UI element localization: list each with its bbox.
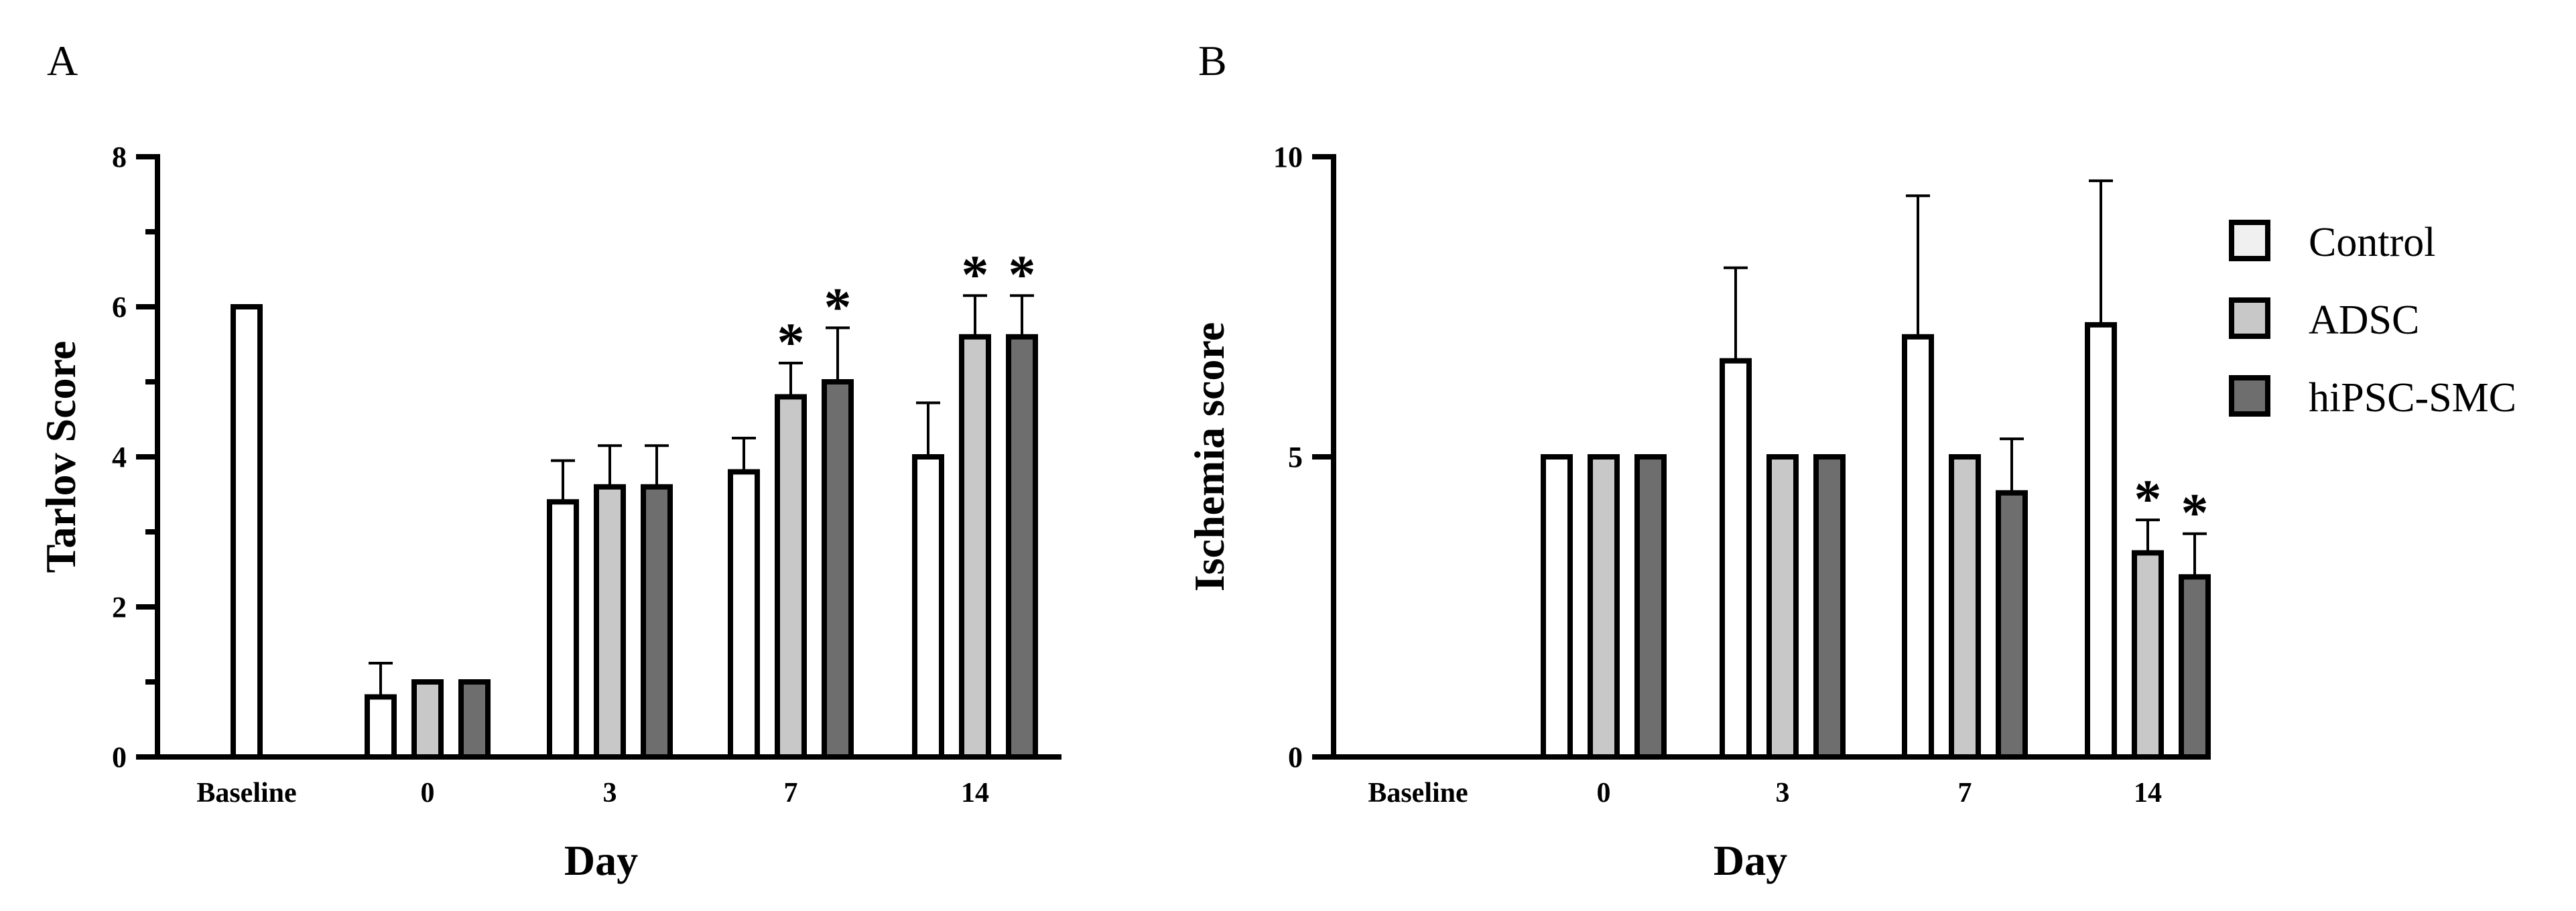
panel-a-significance-marker: * (777, 311, 805, 372)
panel-b-x-tick-label: 14 (2134, 778, 2162, 809)
panel-b-bar-control-0 (1541, 454, 1573, 760)
panel-a-bar-hipsc-smc-0 (458, 679, 491, 760)
panel-b-bar-hipsc-smc-3 (1813, 454, 1846, 760)
panel-a-bar-control-0 (365, 694, 397, 760)
panel-a-bar-control-14 (912, 454, 944, 760)
panel-a: A Tarlov Score Day 0 2 4 6 8 Baseline 0 3 7 14 * * *… (37, 37, 1061, 884)
panel-a-x-tick-label: 7 (784, 778, 798, 809)
panel-a-bar-adsc-7 (775, 394, 807, 760)
panel-b-bar-control-7 (1902, 334, 1934, 760)
panel-a-x-tick-label: 3 (603, 778, 617, 809)
panel-a-x-tick-label: 14 (961, 778, 989, 809)
legend-label-hipsc-smc: hiPSC-SMC (2309, 375, 2516, 421)
legend-swatch-adsc (2229, 297, 2270, 339)
panel-a-y-tick-label: 0 (112, 741, 127, 774)
panel-a-significance-marker: * (962, 244, 989, 305)
panel-b-x-tick-label: 3 (1776, 778, 1790, 809)
panel-a-plot-area: 0 2 4 6 8 Baseline 0 3 7 14 * * * * (112, 141, 1061, 809)
panel-a-y-tick-label: 6 (112, 291, 127, 324)
legend-label-adsc: ADSC (2309, 297, 2419, 343)
panel-a-bar-hipsc-smc-3 (641, 484, 673, 760)
panel-a-bar-adsc-14 (959, 334, 991, 760)
panel-a-bar-control-7 (728, 469, 760, 760)
panel-b-significance-marker: * (2181, 482, 2209, 543)
panel-b-bar-control-3 (1720, 358, 1752, 760)
panel-a-significance-marker: * (824, 276, 852, 337)
panel-a-bar-adsc-3 (594, 484, 626, 760)
legend-label-control: Control (2309, 220, 2435, 265)
legend-swatch-control (2229, 220, 2270, 261)
legend: Control ADSC hiPSC-SMC (2229, 220, 2516, 421)
legend-swatch-hipsc-smc (2229, 375, 2270, 417)
panel-a-bar-adsc-0 (411, 679, 444, 760)
panel-b: B Ischemia score Day 0 5 10 Baseline 0 3 7 14 * * (1185, 37, 2211, 884)
panel-b-significance-marker: * (2134, 468, 2162, 529)
panel-a-significance-marker: * (1009, 244, 1036, 305)
panel-a-x-tick-label: 0 (421, 778, 435, 809)
panel-b-bar-hipsc-smc-14 (2179, 574, 2211, 760)
panel-a-label: A (47, 37, 78, 84)
panel-b-bar-adsc-3 (1766, 454, 1799, 760)
panel-b-y-tick-label: 5 (1288, 441, 1303, 474)
panel-a-y-tick-label: 2 (112, 591, 127, 624)
panel-a-x-axis-title: Day (564, 837, 638, 884)
panel-a-bar-hipsc-smc-7 (822, 379, 854, 760)
panel-b-x-tick-label: Baseline (1368, 778, 1468, 809)
panel-b-bar-control-14 (2085, 322, 2117, 760)
panel-b-bar-hipsc-smc-0 (1634, 454, 1667, 760)
panel-b-bar-adsc-0 (1588, 454, 1620, 760)
panel-a-bar-control-3 (547, 499, 579, 760)
panel-b-bar-adsc-7 (1949, 454, 1981, 760)
panel-b-bar-adsc-14 (2132, 550, 2164, 760)
panel-a-bar-hipsc-smc-14 (1006, 334, 1038, 760)
panel-b-x-tick-label: 0 (1597, 778, 1611, 809)
panel-b-x-axis-title: Day (1714, 837, 1787, 884)
panel-b-plot-area: 0 5 10 Baseline 0 3 7 14 * * (1273, 141, 2211, 809)
panel-a-x-tick-label: Baseline (196, 778, 296, 809)
panel-a-y-axis-title: Tarlov Score (37, 341, 84, 573)
panel-b-y-tick-label: 0 (1288, 741, 1303, 774)
panel-b-label: B (1198, 37, 1227, 84)
panel-b-y-axis-title: Ischemia score (1185, 322, 1233, 591)
panel-a-bar-control-baseline (231, 304, 263, 760)
panel-a-y-tick-label: 8 (112, 141, 127, 173)
panel-b-x-tick-label: 7 (1958, 778, 1972, 809)
panel-b-bar-hipsc-smc-7 (1996, 490, 2028, 760)
panel-b-y-tick-label: 10 (1273, 141, 1303, 173)
panel-a-y-tick-label: 4 (112, 441, 127, 474)
